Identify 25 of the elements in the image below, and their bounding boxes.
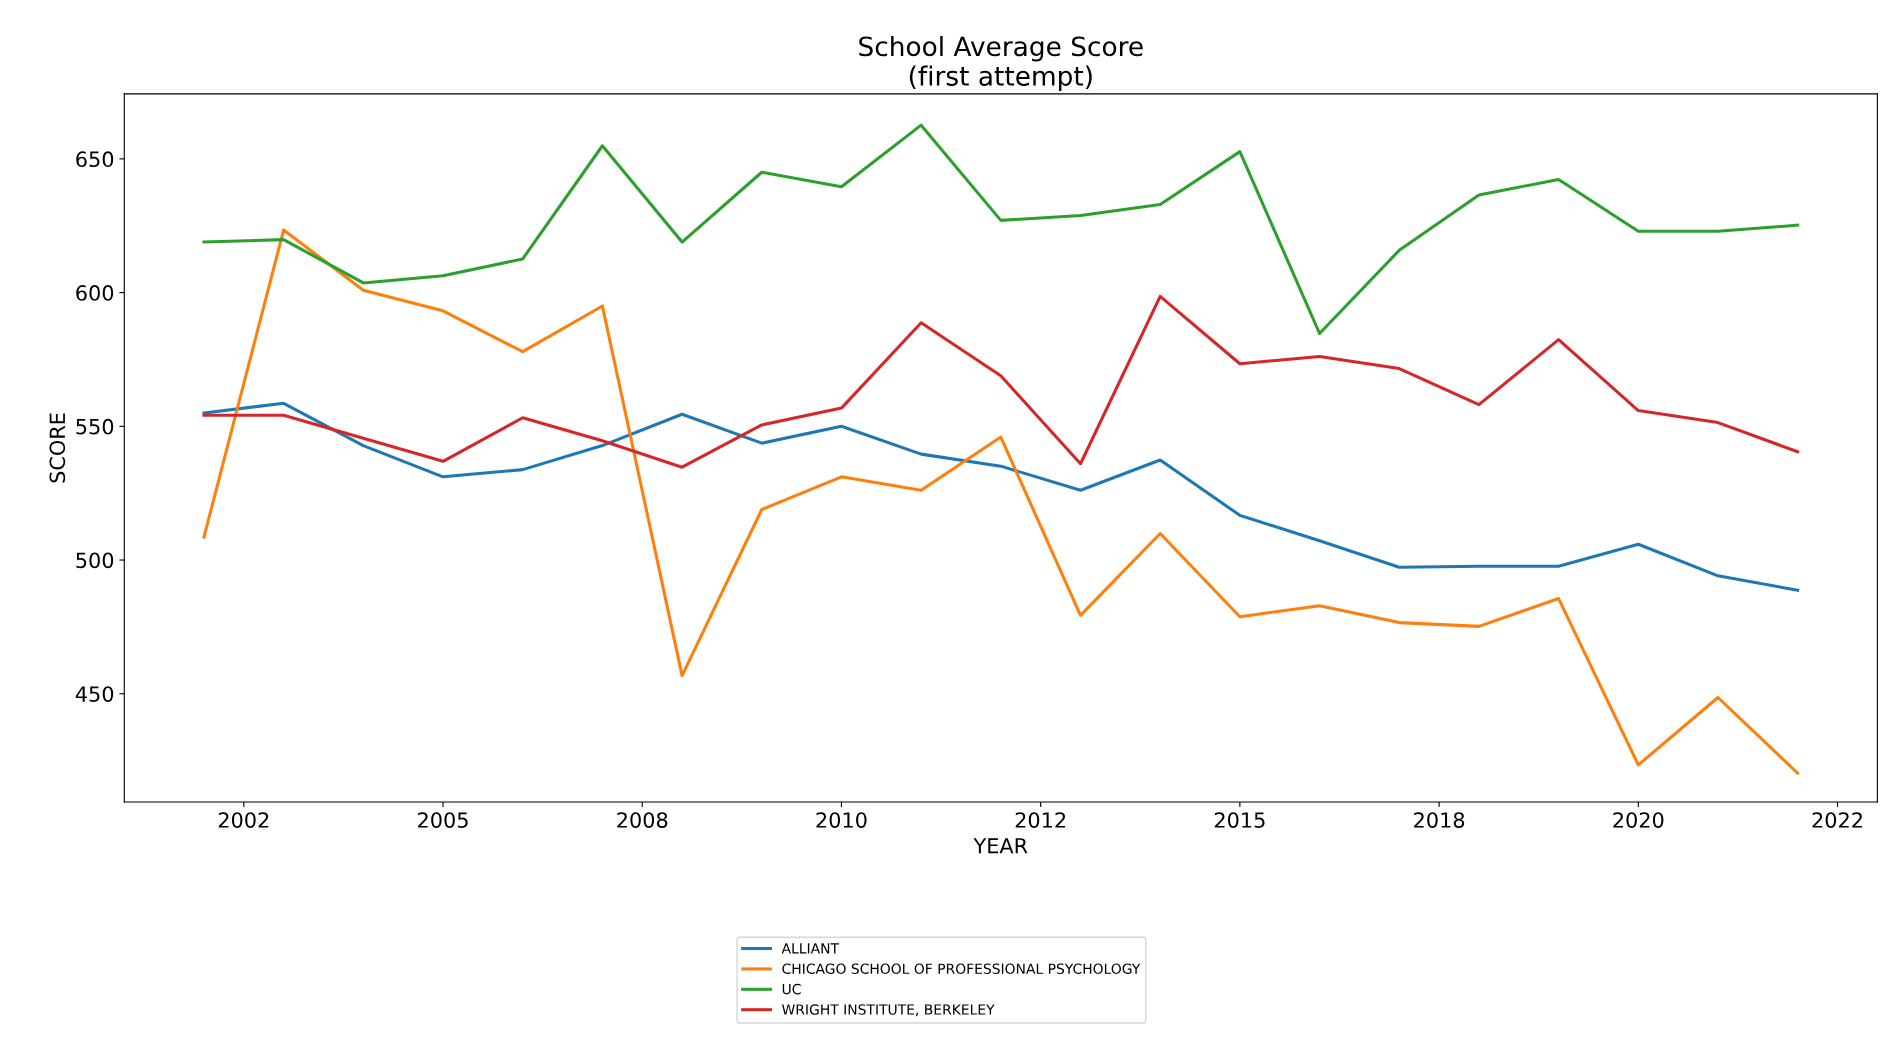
x-tick-label: 2012	[1015, 812, 1066, 828]
x-tick-label: 2015	[1214, 812, 1265, 828]
x-axis-title: YEAR	[973, 838, 1028, 854]
x-tick-label: 2010	[816, 812, 867, 828]
line-series	[202, 294, 1800, 469]
x-tick-label: 2002	[218, 812, 269, 828]
line-series	[202, 228, 1800, 775]
legend-label: UC	[782, 983, 801, 995]
y-tick-label: 450	[75, 686, 114, 702]
legend-label: ALLIANT	[781, 943, 840, 954]
y-axis-title: SCORE	[49, 413, 66, 483]
x-tick-label: 2022	[1812, 812, 1862, 828]
x-tick-label: 2020	[1613, 812, 1664, 828]
y-tick-label: 500	[76, 552, 114, 569]
legend-label: WRIGHT INSTITUTE, BERKELEY	[782, 1004, 995, 1017]
x-tick-label: 2018	[1414, 812, 1465, 828]
y-tick-label: 650	[76, 151, 114, 168]
x-tick-label: 2005	[418, 812, 468, 828]
line-series	[202, 123, 1800, 336]
y-tick-label: 550	[76, 418, 114, 435]
legend-label: CHICAGO SCHOOL OF PROFESSIONAL PSYCHOLOGY	[782, 963, 1141, 974]
line-series	[202, 401, 1800, 592]
chart-title: School Average Score (first attempt)	[859, 35, 1143, 92]
x-tick-label: 2008	[617, 812, 668, 828]
y-tick-label: 600	[76, 285, 114, 301]
